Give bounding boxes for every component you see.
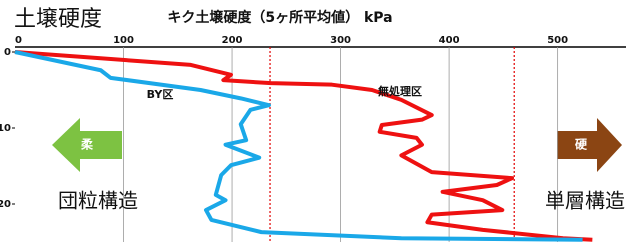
x-tick-label: 500 (547, 35, 568, 46)
y-tick-label: 0 (4, 47, 11, 58)
annotation: 単層構造 (545, 189, 625, 213)
y-tick-label: 20 (0, 199, 11, 210)
annotation: 硬 (575, 138, 588, 152)
header: 土壌硬度 (14, 7, 102, 32)
x-tick-label: 400 (439, 35, 460, 46)
chart-title: キク土壌硬度（5ヶ所平均値） kPa (167, 9, 392, 26)
x-tick-label: 300 (330, 35, 351, 46)
annotation: 柔 (80, 137, 94, 152)
x-tick-label: 100 (113, 35, 134, 46)
series-label: BY区 (147, 88, 174, 101)
chart: 土壌硬度 キク土壌硬度（5ヶ所平均値） kPa 0100200300400500… (0, 0, 626, 242)
y-tick-label: 10 (0, 123, 11, 134)
series-label: 無処理区 (378, 84, 422, 98)
annotation: 団粒構造 (58, 189, 138, 213)
x-tick-label: 200 (222, 35, 243, 46)
x-tick-label: 0 (15, 35, 22, 46)
hard-arrow (557, 118, 622, 172)
